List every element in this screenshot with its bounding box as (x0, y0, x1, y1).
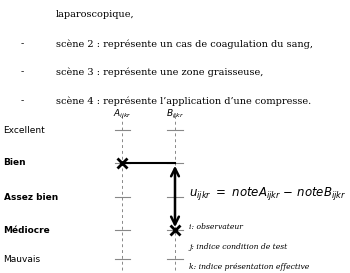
Text: i: observateur: i: observateur (189, 223, 243, 231)
Text: Bien: Bien (4, 158, 26, 167)
Text: Médiocre: Médiocre (4, 225, 50, 235)
Text: -: - (21, 67, 24, 76)
Text: $B_{ijkr}$: $B_{ijkr}$ (166, 108, 184, 121)
Text: $u_{ijkr}\ =\ noteA_{ijkr}\ \mathrm{-}\ noteB_{ijkr}$: $u_{ijkr}\ =\ noteA_{ijkr}\ \mathrm{-}\ … (189, 185, 346, 201)
Text: Excellent: Excellent (4, 126, 45, 135)
Text: k: indice présentation effective: k: indice présentation effective (189, 263, 309, 271)
Text: Assez bien: Assez bien (4, 193, 58, 202)
Text: $A_{ijkr}$: $A_{ijkr}$ (113, 108, 132, 121)
Text: -: - (21, 96, 24, 105)
Text: j: indice condition de test: j: indice condition de test (189, 243, 287, 251)
Text: Mauvais: Mauvais (4, 255, 41, 264)
Text: laparoscopique,: laparoscopique, (56, 10, 135, 19)
Text: -: - (21, 39, 24, 48)
Text: scène 2 : représente un cas de coagulation du sang,: scène 2 : représente un cas de coagulati… (56, 39, 313, 49)
Text: scène 4 : représente l’application d’une compresse.: scène 4 : représente l’application d’une… (56, 96, 311, 106)
Text: scène 3 : représente une zone graisseuse,: scène 3 : représente une zone graisseuse… (56, 67, 263, 77)
